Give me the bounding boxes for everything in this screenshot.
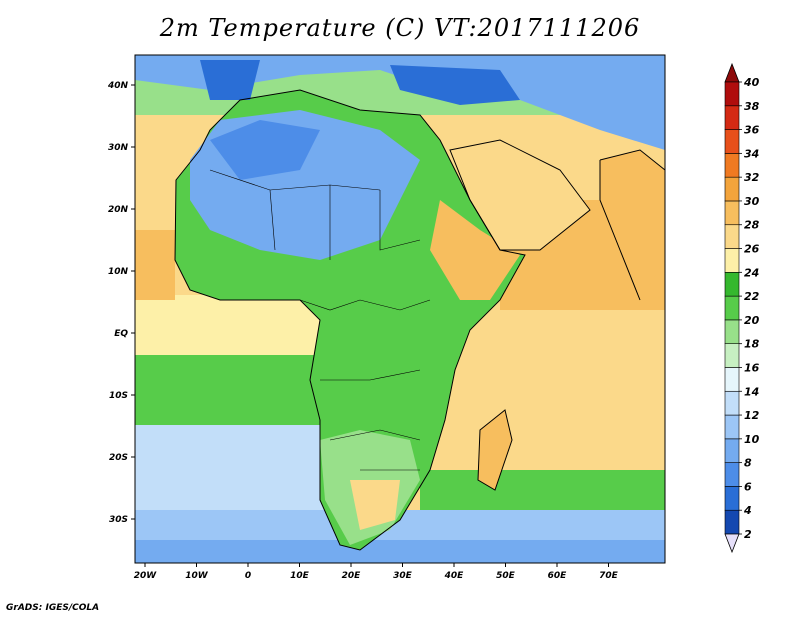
colorbar-label: 40 [743, 76, 760, 89]
colorbar-label: 6 [744, 480, 752, 493]
colorbar-swatch [724, 486, 740, 511]
footer-credit: GrADS: IGES/COLA [6, 603, 100, 613]
colorbar-swatch [724, 81, 740, 107]
colorbar-swatch [724, 438, 740, 463]
colorbar-label: 8 [744, 457, 752, 470]
colorbar-label: 36 [744, 124, 760, 137]
x-tick-label: 10W [185, 571, 209, 581]
x-tick-label: 60E [548, 571, 568, 581]
y-tick-label: 30N [108, 143, 129, 153]
y-tick-label: 40N [107, 81, 129, 91]
colorbar-label: 38 [744, 100, 760, 113]
colorbar-label: 30 [744, 195, 760, 208]
colorbar-swatch [724, 343, 740, 368]
madagascar [478, 410, 512, 490]
y-tick-label: 20N [108, 205, 129, 215]
x-tick-label: 20W [134, 571, 158, 581]
colorbar-swatch [724, 390, 740, 416]
x-tick-label: 70E [599, 571, 619, 581]
africa-coastline [174, 89, 526, 551]
colorbar-label: 32 [744, 171, 760, 184]
colorbar-bottom-arrow [724, 533, 740, 554]
colorbar-label: 20 [744, 314, 760, 327]
colorbar-swatch [724, 319, 740, 344]
colorbar-swatch [724, 248, 740, 273]
y-tick-label: 20S [109, 453, 128, 463]
x-tick-label: 50E [496, 571, 516, 581]
y-axis-ticks: 40N 30N 20N 10N EQ 10S 20S 30S [107, 81, 135, 525]
colorbar-label: 24 [744, 266, 759, 279]
colorbar-swatch [724, 272, 740, 297]
x-tick-label: 20E [342, 571, 362, 581]
x-tick-label: 30E [393, 571, 413, 581]
colorbar-label: 12 [744, 409, 760, 422]
colorbar-swatch [724, 414, 740, 440]
x-axis-ticks: 20W 10W 0 10E 20E 30E 40E 50E 60E 70E [134, 563, 619, 581]
colorbar-label: 22 [744, 290, 760, 303]
y-tick-label: 10N [108, 267, 129, 277]
x-tick-label: 40E [444, 571, 465, 581]
colorbar-swatch [724, 367, 740, 392]
colorbar-label: 10 [744, 433, 760, 446]
colorbar-swatch [724, 509, 740, 535]
country-borders [209, 169, 431, 471]
colorbar-swatch [724, 200, 740, 226]
temperature-field [135, 55, 665, 563]
colorbar-label: 14 [744, 385, 759, 398]
colorbar-swatch [724, 153, 740, 178]
colorbar-label: 26 [744, 243, 760, 256]
y-tick-label: 10S [109, 391, 128, 401]
colorbar-label: 34 [744, 147, 759, 160]
chart-title: 2m Temperature (C) VT:2017111206 [159, 14, 641, 42]
colorbar-swatch [724, 176, 740, 202]
colorbar-swatch [724, 105, 740, 130]
colorbar-swatch [724, 224, 740, 249]
colorbar-label: 4 [743, 504, 752, 517]
map-frame [134, 54, 666, 564]
colorbar-label: 18 [744, 338, 760, 351]
x-tick-label: 0 [245, 571, 251, 581]
y-tick-label: 30S [109, 515, 128, 525]
y-tick-label: EQ [114, 329, 128, 339]
colorbar-swatch [724, 295, 740, 321]
x-tick-label: 10E [290, 571, 310, 581]
colorbar-label: 28 [744, 219, 760, 232]
colorbar-swatch [724, 462, 740, 487]
colorbar-swatch [724, 129, 740, 154]
india [600, 150, 665, 300]
colorbar-label: 16 [744, 361, 760, 374]
colorbar-label: 2 [744, 528, 752, 541]
colorbar-top-arrow [724, 62, 740, 83]
